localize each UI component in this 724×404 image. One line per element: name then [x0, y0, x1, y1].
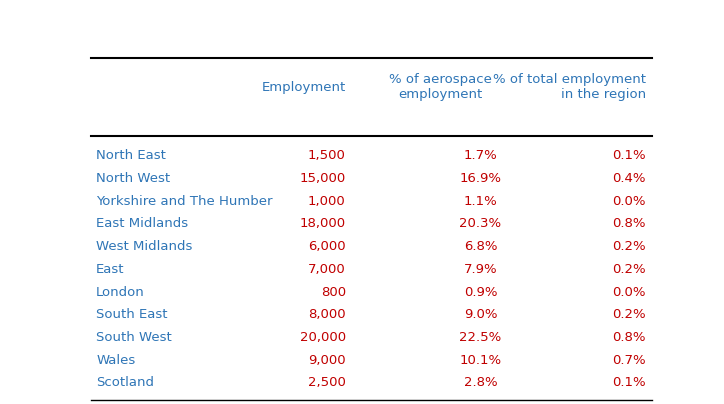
- Text: 1.7%: 1.7%: [463, 149, 497, 162]
- Text: North East: North East: [96, 149, 166, 162]
- Text: 0.8%: 0.8%: [613, 331, 646, 344]
- Text: 20.3%: 20.3%: [460, 217, 502, 230]
- Text: 1,500: 1,500: [308, 149, 346, 162]
- Text: 2.8%: 2.8%: [463, 377, 497, 389]
- Text: 18,000: 18,000: [300, 217, 346, 230]
- Text: 0.2%: 0.2%: [613, 308, 646, 321]
- Text: 0.8%: 0.8%: [613, 217, 646, 230]
- Text: Wales: Wales: [96, 354, 135, 367]
- Text: 1,000: 1,000: [308, 195, 346, 208]
- Text: North West: North West: [96, 172, 170, 185]
- Text: 0.2%: 0.2%: [613, 263, 646, 276]
- Text: 0.7%: 0.7%: [613, 354, 646, 367]
- Text: 0.2%: 0.2%: [613, 240, 646, 253]
- Text: West Midlands: West Midlands: [96, 240, 193, 253]
- Text: 800: 800: [321, 286, 346, 299]
- Text: 15,000: 15,000: [300, 172, 346, 185]
- Text: 9.0%: 9.0%: [463, 308, 497, 321]
- Text: 0.4%: 0.4%: [613, 172, 646, 185]
- Text: 0.0%: 0.0%: [613, 286, 646, 299]
- Text: 8,000: 8,000: [308, 308, 346, 321]
- Text: South West: South West: [96, 331, 172, 344]
- Text: Employment: Employment: [261, 81, 346, 94]
- Text: 0.1%: 0.1%: [613, 377, 646, 389]
- Text: % of total employment
in the region: % of total employment in the region: [493, 74, 646, 101]
- Text: South East: South East: [96, 308, 168, 321]
- Text: 9,000: 9,000: [308, 354, 346, 367]
- Text: 6.8%: 6.8%: [463, 240, 497, 253]
- Text: 7.9%: 7.9%: [463, 263, 497, 276]
- Text: 16.9%: 16.9%: [460, 172, 502, 185]
- Text: London: London: [96, 286, 145, 299]
- Text: Scotland: Scotland: [96, 377, 154, 389]
- Text: 1.1%: 1.1%: [463, 195, 497, 208]
- Text: 10.1%: 10.1%: [460, 354, 502, 367]
- Text: 0.1%: 0.1%: [613, 149, 646, 162]
- Text: 0.9%: 0.9%: [463, 286, 497, 299]
- Text: Yorkshire and The Humber: Yorkshire and The Humber: [96, 195, 273, 208]
- Text: 22.5%: 22.5%: [459, 331, 502, 344]
- Text: East Midlands: East Midlands: [96, 217, 188, 230]
- Text: 0.0%: 0.0%: [613, 195, 646, 208]
- Text: 2,500: 2,500: [308, 377, 346, 389]
- Text: East: East: [96, 263, 125, 276]
- Text: % of aerospace
employment: % of aerospace employment: [389, 74, 492, 101]
- Text: 7,000: 7,000: [308, 263, 346, 276]
- Text: 6,000: 6,000: [308, 240, 346, 253]
- Text: 20,000: 20,000: [300, 331, 346, 344]
